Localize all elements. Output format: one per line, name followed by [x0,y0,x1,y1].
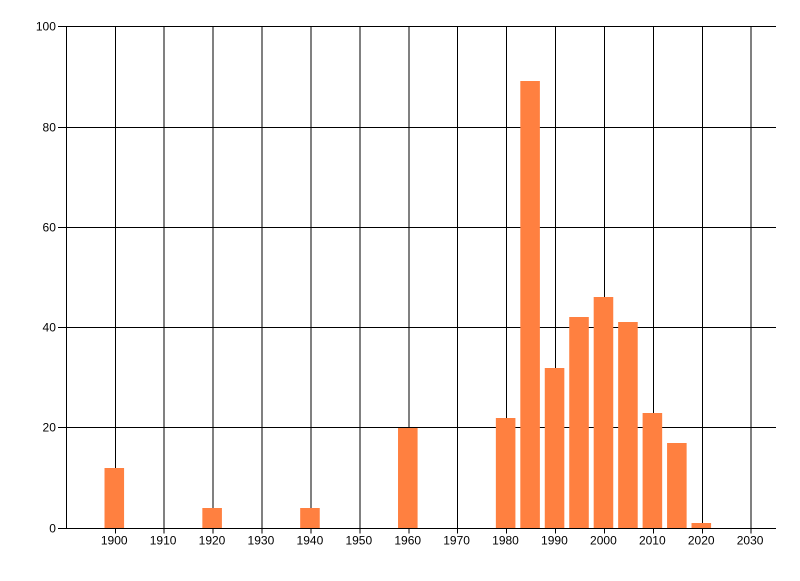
svg-text:1990: 1990 [541,534,568,548]
svg-text:1910: 1910 [150,534,177,548]
svg-text:1930: 1930 [248,534,275,548]
svg-text:2030: 2030 [737,534,764,548]
svg-text:1980: 1980 [492,534,519,548]
svg-text:100: 100 [36,20,56,34]
svg-text:1970: 1970 [443,534,470,548]
svg-text:60: 60 [43,221,57,235]
svg-text:1960: 1960 [394,534,421,548]
svg-text:1920: 1920 [199,534,226,548]
svg-text:2020: 2020 [688,534,715,548]
svg-text:0: 0 [49,522,56,536]
svg-text:20: 20 [43,421,57,435]
svg-text:1940: 1940 [297,534,324,548]
svg-text:40: 40 [43,321,57,335]
svg-text:1950: 1950 [345,534,372,548]
svg-text:80: 80 [43,121,57,135]
svg-text:2010: 2010 [639,534,666,548]
svg-text:1900: 1900 [101,534,128,548]
svg-text:2000: 2000 [590,534,617,548]
